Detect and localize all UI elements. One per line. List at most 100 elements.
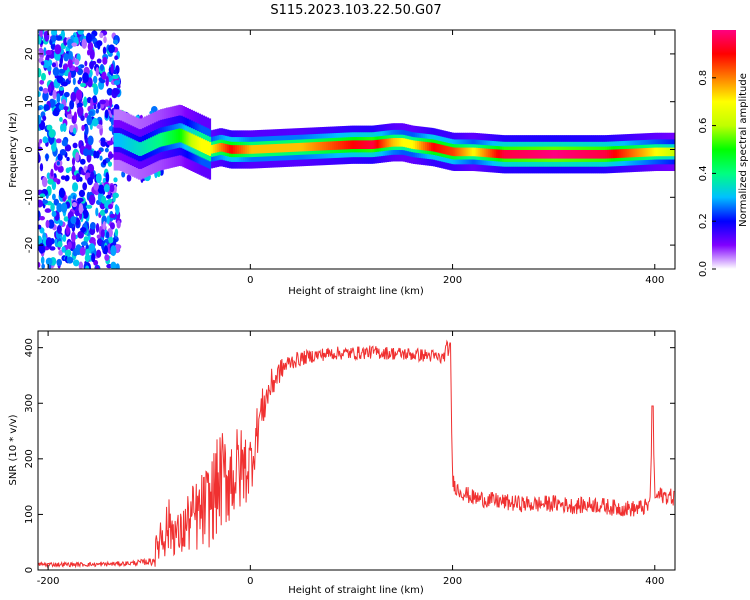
spectrogram-ridge-cell [665,147,669,157]
spectrogram-noise-cell [62,122,67,133]
spectrogram-noise-cell [57,165,64,173]
spectrogram-noise-cell [38,86,44,92]
spectrogram-x-tick-label: 200 [443,275,462,286]
spectrogram-ridge-cell [487,148,491,158]
spectrogram-ridge-cell [574,149,578,159]
spectrogram-ridge-cell [145,139,149,154]
spectrogram-ridge-cell [659,147,663,157]
spectrogram-ridge-cell [160,132,163,147]
spectrogram-ridge-cell [358,140,361,150]
spectrogram-ridge-cell [548,149,551,159]
spectrogram-ridge-cell [651,147,654,157]
spectrogram-ridge-cell [299,142,303,152]
spectrogram-ridge-cell [372,140,375,149]
spectrogram-ridge-cell [538,149,541,159]
spectrogram-ridge-cell [204,140,208,154]
spectrogram-noise-cell [78,203,84,214]
snr-frame [37,330,676,571]
snr-y-label: SNR (10 * v/v) [8,414,19,485]
spectrogram-ridge-cell [249,145,252,154]
spectrogram-ridge-cell [505,149,509,159]
spectrogram-ridge-cell [115,133,119,147]
spectrogram-noise-cell [102,46,107,55]
spectrogram-ridge-cell [265,144,268,154]
spectrogram-noise-cell [77,30,85,35]
spectrogram-ridge-cell [641,148,644,157]
spectrogram-noise-cell [47,84,52,94]
spectrogram-ridge-cell [522,149,525,159]
spectrogram-noise-cell [104,109,109,119]
spectrogram-noise-cell [105,172,110,184]
spectrogram-ridge-cell [327,141,331,151]
spectrogram-ridge-cell [582,149,586,159]
spectrogram-noise-cell [61,202,68,214]
spectrogram-noise-cell [45,219,50,229]
spectrogram-noise-cell [56,161,60,166]
spectrogram-ridge-cell [550,149,553,159]
figure-title: S115.2023.103.22.50.G07 [270,3,441,18]
spectrogram-ridge-cell [220,143,224,152]
spectrogram-noise-cell [83,236,89,243]
spectrogram-noise-cell [38,106,42,111]
spectrogram-noise-cell [47,219,55,229]
spectrogram-ridge-cell [556,149,559,159]
spectrogram-ridge-cell [643,148,646,157]
spectrogram-noise-cell [101,195,107,204]
spectrogram-noise-cell [39,163,44,172]
spectrogram-noise-cell [39,138,43,144]
spectrogram-noise-cell [64,174,70,182]
spectrogram-ridge-cell [437,144,440,153]
spectrogram-ridge-cell [524,149,527,159]
spectrogram-noise-cell [99,99,106,105]
spectrogram-ridge-cell [164,131,167,146]
spectrogram-ridge-cell [313,142,317,151]
spectrogram-ridge-cell [619,149,622,158]
spectrogram-ridge-cell [378,139,381,149]
colorbar-gradient [712,30,736,269]
spectrogram-ridge-cell [449,146,452,156]
spectrogram-ridge-cell [388,138,392,147]
spectrogram-ridge-cell [208,142,212,156]
colorbar-tick-label: 0.2 [698,213,709,229]
spectrogram-noise-cell [78,140,83,147]
spectrogram-ridge-cell [562,149,565,159]
spectrogram-ridge-cell [370,140,373,150]
spectrogram-ridge-cell [467,147,470,157]
spectrogram-noise-cell [110,261,117,269]
spectrogram-noise-cell [114,55,119,60]
spectrogram-noise-cell [99,103,105,109]
spectrogram-noise-cell [57,153,63,161]
spectrogram-ridge-cell [192,134,195,149]
spectrogram-ridge-cell [584,149,588,159]
spectrogram-noise-cell [77,105,84,117]
spectrogram-noise-cell [97,102,101,110]
spectrogram-noise-cell [41,263,45,269]
spectrogram-ridge-cell [423,141,426,151]
spectrogram-noise-cell [109,222,115,230]
spectrogram-noise-cell [80,82,87,88]
spectrogram-ridge-cell [463,147,466,157]
spectrogram-ridge-cell [497,149,501,159]
colorbar-tick-label: 0.6 [698,118,709,134]
spectrogram-ridge-cell [222,143,226,153]
spectrogram-noise-cell [95,66,100,77]
spectrogram-noise-cell [96,58,102,64]
spectrogram-scatter-cell [126,174,132,182]
spectrogram-ridge-cell [435,143,438,153]
spectrogram-noise-cell [45,49,53,56]
spectrogram-noise-cell [63,216,69,222]
spectrogram-noise-cell [112,192,119,199]
spectrogram-x-tick-label: 0 [247,275,253,286]
spectrogram-ridge-cell [172,129,175,144]
spectrogram-ridge-cell [637,148,640,158]
spectrogram-noise-cell [73,36,79,43]
spectrogram-ridge-cell [453,147,456,157]
spectrogram-ridge-cell [629,148,632,158]
spectrogram-noise-cell [72,182,79,192]
spectrogram-noise-cell [56,224,62,234]
spectrogram-ridge-cell [206,141,210,155]
spectrogram-ridge-cell [212,144,216,154]
spectrogram-ridge-cell [218,143,222,152]
